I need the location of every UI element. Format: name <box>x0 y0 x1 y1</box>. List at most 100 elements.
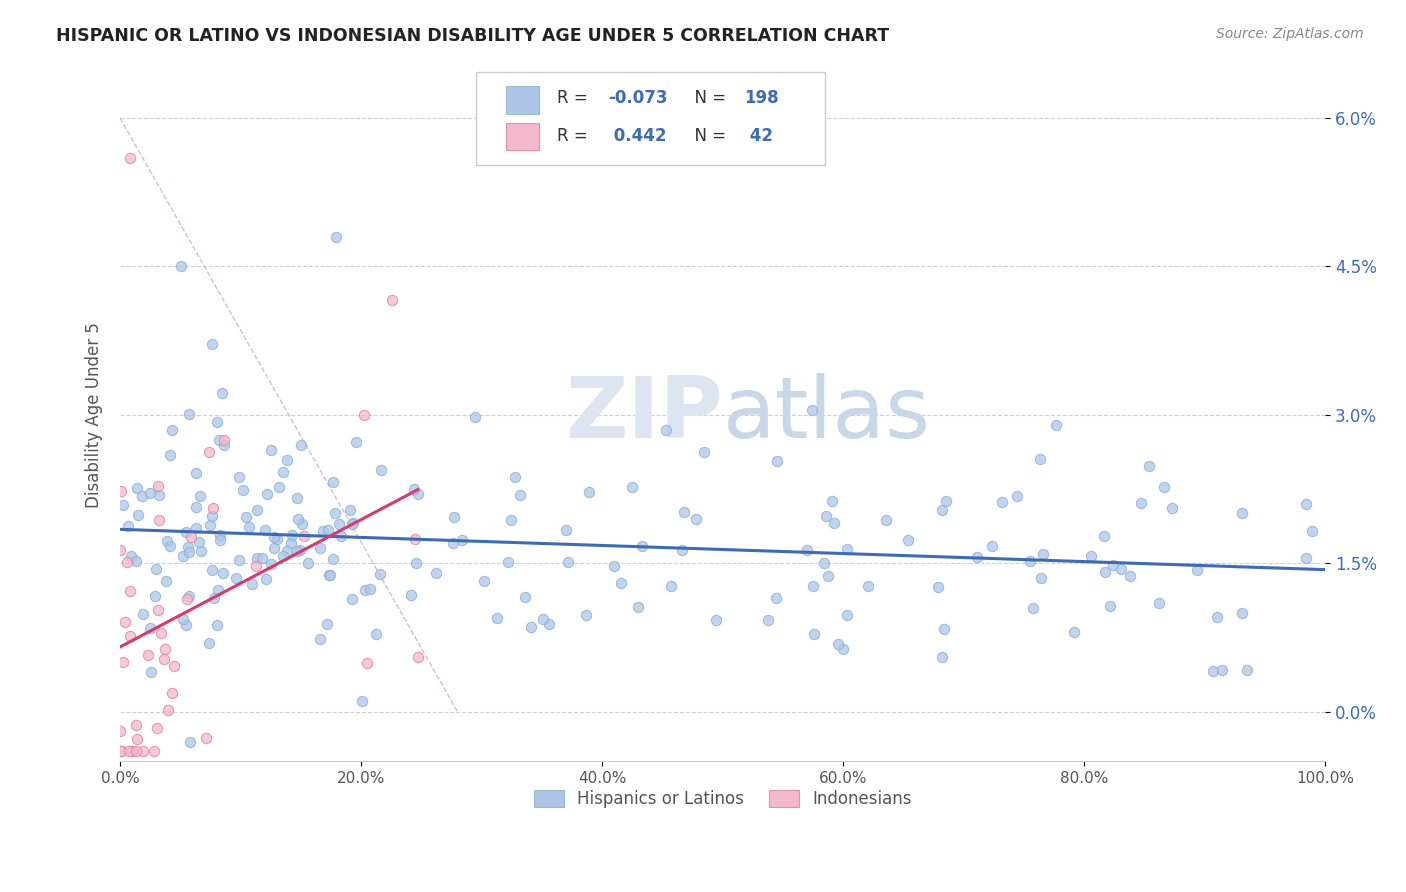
Point <box>143 590 166 604</box>
Point <box>276 544 298 558</box>
Point <box>316 523 339 537</box>
FancyBboxPatch shape <box>506 87 540 113</box>
Point <box>344 435 367 450</box>
Point <box>184 500 207 514</box>
Point <box>555 523 578 537</box>
Point <box>172 549 194 563</box>
FancyBboxPatch shape <box>475 72 825 166</box>
Point <box>537 616 560 631</box>
Point <box>932 623 955 637</box>
Point <box>188 489 211 503</box>
Point <box>817 569 839 583</box>
Point <box>1139 458 1161 473</box>
Y-axis label: Disability Age Under 5: Disability Age Under 5 <box>86 322 103 508</box>
Point <box>927 580 949 594</box>
Point <box>451 533 474 547</box>
Point <box>931 503 953 517</box>
Point <box>110 744 132 758</box>
Text: -0.073: -0.073 <box>607 89 668 107</box>
Point <box>287 512 309 526</box>
Point <box>328 517 350 532</box>
Point <box>209 533 232 547</box>
Point <box>966 549 988 564</box>
Point <box>201 508 224 523</box>
Point <box>170 260 193 274</box>
Point <box>195 731 218 745</box>
Point <box>174 524 197 539</box>
Point <box>245 558 267 573</box>
Point <box>655 423 678 437</box>
Point <box>856 578 879 592</box>
Point <box>120 549 142 564</box>
Point <box>837 542 859 557</box>
Point <box>509 488 531 502</box>
Point <box>176 541 198 555</box>
Point <box>176 591 198 606</box>
Point <box>141 665 163 679</box>
Text: 42: 42 <box>744 127 773 145</box>
Point <box>125 732 148 747</box>
Point <box>309 541 332 555</box>
Point <box>1118 569 1140 583</box>
Point <box>290 542 312 557</box>
Point <box>897 533 920 547</box>
Point <box>202 501 225 516</box>
Point <box>322 551 344 566</box>
Point <box>252 551 274 566</box>
Point <box>685 512 707 526</box>
Point <box>1130 496 1153 510</box>
Point <box>309 632 332 646</box>
Text: 198: 198 <box>744 89 779 107</box>
Point <box>671 543 693 558</box>
Point <box>827 637 849 651</box>
Point <box>443 509 465 524</box>
Point <box>1063 625 1085 640</box>
Point <box>329 529 352 543</box>
Point <box>1007 489 1029 503</box>
Point <box>464 410 486 425</box>
Point <box>1018 554 1040 568</box>
Point <box>1153 480 1175 494</box>
Point <box>1029 452 1052 467</box>
Point <box>297 556 319 570</box>
Point <box>271 465 294 479</box>
Point <box>673 505 696 519</box>
Point <box>1098 599 1121 614</box>
Point <box>198 636 221 650</box>
Point <box>322 475 344 490</box>
Point <box>626 599 648 614</box>
Text: N =: N = <box>685 127 731 145</box>
Point <box>1236 663 1258 677</box>
Point <box>124 744 146 758</box>
Point <box>501 513 523 527</box>
Point <box>118 629 141 643</box>
Text: Source: ZipAtlas.com: Source: ZipAtlas.com <box>1216 27 1364 41</box>
Point <box>756 613 779 627</box>
Point <box>263 541 285 555</box>
Point <box>610 575 633 590</box>
Point <box>110 724 132 739</box>
Point <box>177 544 200 558</box>
Point <box>159 448 181 462</box>
Point <box>139 621 162 635</box>
Point <box>603 559 626 574</box>
Point <box>1032 547 1054 561</box>
Point <box>145 562 167 576</box>
Point <box>931 650 953 665</box>
Point <box>315 617 337 632</box>
Point <box>630 539 652 553</box>
Point <box>211 566 233 580</box>
Point <box>319 568 342 582</box>
Point <box>1045 418 1067 433</box>
Point <box>342 516 364 531</box>
Point <box>276 452 298 467</box>
Point <box>263 530 285 544</box>
Point <box>260 443 283 458</box>
Point <box>325 229 347 244</box>
Text: atlas: atlas <box>723 373 931 457</box>
Point <box>155 574 177 589</box>
Point <box>131 489 153 503</box>
Point <box>353 582 375 597</box>
Point <box>340 516 363 531</box>
Point <box>138 485 160 500</box>
